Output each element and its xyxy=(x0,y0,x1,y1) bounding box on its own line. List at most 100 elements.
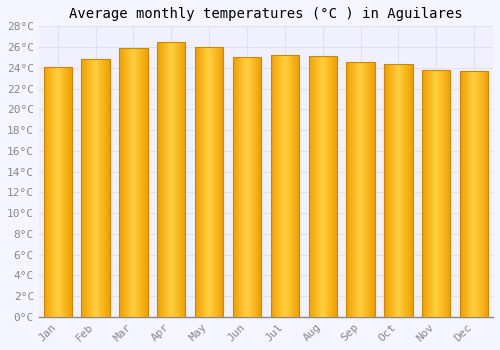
Bar xyxy=(425,70,426,317)
Bar xyxy=(355,62,356,317)
Bar xyxy=(179,42,180,317)
Bar xyxy=(89,60,90,317)
Bar xyxy=(124,48,125,317)
Bar xyxy=(55,67,56,317)
Bar xyxy=(310,56,312,317)
Bar xyxy=(350,62,351,317)
Bar xyxy=(100,60,102,317)
Bar xyxy=(400,64,402,317)
Bar xyxy=(312,56,313,317)
Bar xyxy=(280,55,281,317)
Bar xyxy=(308,56,310,317)
Bar xyxy=(245,57,246,317)
Bar xyxy=(320,56,321,317)
Bar xyxy=(236,57,238,317)
Bar xyxy=(284,55,285,317)
Bar xyxy=(317,56,318,317)
Bar xyxy=(143,48,144,317)
Bar xyxy=(288,55,290,317)
Bar xyxy=(314,56,315,317)
Bar xyxy=(335,56,336,317)
Bar xyxy=(372,62,373,317)
Bar xyxy=(212,47,213,317)
Bar xyxy=(296,55,297,317)
Bar xyxy=(168,42,170,317)
Bar xyxy=(366,62,367,317)
Bar xyxy=(386,64,387,317)
Bar xyxy=(164,42,166,317)
Bar xyxy=(122,48,123,317)
Bar xyxy=(287,55,288,317)
Bar xyxy=(105,60,106,317)
Bar xyxy=(392,64,394,317)
Bar xyxy=(426,70,427,317)
Bar xyxy=(313,56,314,317)
Bar xyxy=(103,60,104,317)
Bar xyxy=(58,67,59,317)
Bar xyxy=(472,71,473,317)
Bar xyxy=(430,70,432,317)
Bar xyxy=(139,48,140,317)
Bar xyxy=(234,57,236,317)
Bar xyxy=(364,62,366,317)
Bar xyxy=(466,71,468,317)
Bar xyxy=(387,64,388,317)
Bar xyxy=(175,42,176,317)
Bar xyxy=(348,62,349,317)
Bar xyxy=(204,47,206,317)
Bar xyxy=(474,71,475,317)
Bar xyxy=(49,67,50,317)
Bar xyxy=(405,64,406,317)
Bar xyxy=(353,62,354,317)
Bar xyxy=(138,48,139,317)
Bar xyxy=(404,64,405,317)
Bar xyxy=(86,60,87,317)
Bar xyxy=(398,64,400,317)
Bar xyxy=(177,42,178,317)
Bar xyxy=(297,55,298,317)
Bar xyxy=(388,64,389,317)
Bar xyxy=(173,42,174,317)
Bar xyxy=(88,60,89,317)
Bar xyxy=(331,56,332,317)
Bar xyxy=(437,70,438,317)
Bar xyxy=(178,42,179,317)
Bar xyxy=(246,57,247,317)
Bar xyxy=(408,64,409,317)
Bar xyxy=(215,47,216,317)
Bar xyxy=(119,48,120,317)
Bar xyxy=(294,55,296,317)
Bar xyxy=(94,60,96,317)
Bar xyxy=(51,67,52,317)
Bar xyxy=(161,42,162,317)
Bar xyxy=(424,70,425,317)
Bar xyxy=(157,42,186,317)
Title: Average monthly temperatures (°C ) in Aguilares: Average monthly temperatures (°C ) in Ag… xyxy=(69,7,462,21)
Bar xyxy=(279,55,280,317)
Bar xyxy=(370,62,371,317)
Bar xyxy=(272,55,274,317)
Bar xyxy=(196,47,197,317)
Bar xyxy=(276,55,278,317)
Bar xyxy=(481,71,482,317)
Bar xyxy=(283,55,284,317)
Bar xyxy=(46,67,48,317)
Bar xyxy=(406,64,407,317)
Bar xyxy=(180,42,181,317)
Bar xyxy=(384,64,412,317)
Bar xyxy=(410,64,412,317)
Bar xyxy=(70,67,71,317)
Bar xyxy=(292,55,294,317)
Bar xyxy=(108,60,109,317)
Bar xyxy=(389,64,390,317)
Bar xyxy=(324,56,326,317)
Bar xyxy=(163,42,164,317)
Bar xyxy=(67,67,68,317)
Bar xyxy=(127,48,128,317)
Bar xyxy=(145,48,146,317)
Bar xyxy=(52,67,53,317)
Bar xyxy=(254,57,256,317)
Bar xyxy=(285,55,286,317)
Bar xyxy=(142,48,143,317)
Bar xyxy=(482,71,484,317)
